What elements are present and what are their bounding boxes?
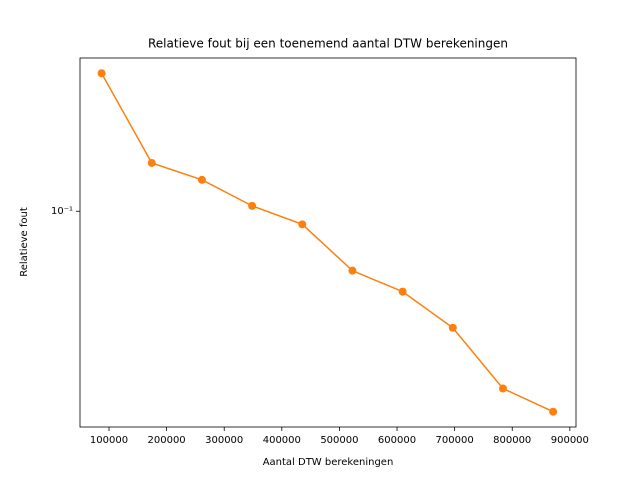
data-point [298,220,307,229]
x-tick-label: 700000 [436,435,474,446]
x-tick-label: 200000 [148,435,186,446]
data-point [147,158,156,167]
x-axis-label: Aantal DTW berekeningen [263,457,394,468]
data-point [97,69,106,78]
x-tick-label: 300000 [205,435,243,446]
y-axis-label: Relatieve fout [19,207,30,277]
x-tick-label: 800000 [493,435,531,446]
data-point [398,287,407,296]
x-tick-label: 900000 [551,435,589,446]
data-point [498,384,507,393]
x-tick-label: 100000 [90,435,128,446]
x-tick-label: 500000 [320,435,358,446]
y-tick-label: 10⁻¹ [51,206,73,217]
data-line [100,72,554,413]
data-point [549,407,558,416]
plot-frame [79,57,577,428]
data-point [197,175,206,184]
data-point [248,201,257,210]
chart-title: Relatieve fout bij een toenemend aantal … [148,37,508,51]
x-tick-label: 400000 [263,435,301,446]
data-point [448,323,457,332]
data-point [348,266,357,275]
x-tick-label: 600000 [378,435,416,446]
